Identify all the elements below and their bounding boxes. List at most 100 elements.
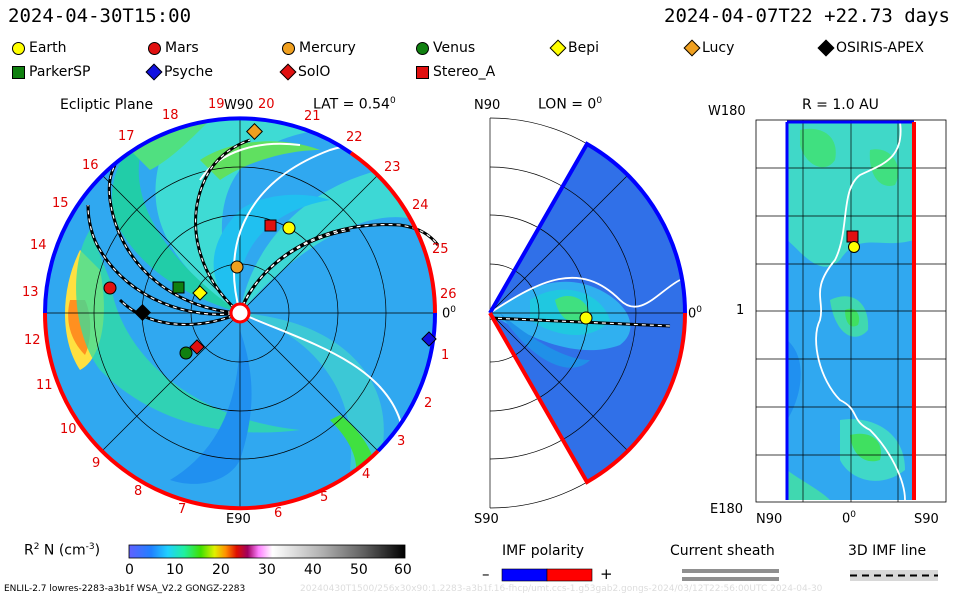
osiris-apex-position-icon [134, 304, 151, 321]
legend-label: Mars [165, 40, 199, 56]
solo-position-icon [189, 339, 205, 355]
tick-label: 13 [22, 285, 39, 300]
colorbar-label-r: R [24, 542, 34, 559]
earth-marker-icon [12, 41, 25, 55]
tick-label: 17 [118, 129, 135, 144]
mars-marker-icon [148, 41, 161, 55]
density-colorbar [128, 544, 406, 559]
colorbar-tick: 40 [304, 562, 322, 578]
meridional-bottom-label: S90 [474, 512, 499, 527]
tick-label: 21 [304, 109, 321, 124]
legend-item-venus: Venus [416, 40, 475, 56]
tick-label: 8 [134, 484, 143, 499]
earth-radial-position-icon [848, 241, 860, 253]
colorbar-label-n: N (cm [39, 542, 86, 559]
colorbar-tick: 10 [166, 562, 184, 578]
tick-label: 14 [30, 238, 47, 253]
imf-polarity-bar [501, 568, 593, 582]
radial-x-mid-sup: 0 [850, 510, 857, 520]
tick-label: 24 [412, 198, 429, 213]
tick-label: 10 [60, 422, 77, 437]
legend-label: SolO [298, 64, 331, 80]
imf-polarity-plus: + [600, 565, 613, 583]
mercury-marker-icon [282, 41, 295, 55]
tick-label: 20 [258, 97, 275, 112]
stereo-a-radial-position-icon [846, 230, 859, 243]
colorbar-tick: 50 [350, 562, 368, 578]
colorbar-label-exp: -3 [85, 542, 95, 552]
imf-line-title: 3D IMF line [848, 543, 927, 559]
current-sheath-sample [682, 569, 779, 581]
tick-label: 11 [36, 378, 53, 393]
tick-label: 26 [440, 287, 457, 302]
legend-label: Psyche [164, 64, 213, 80]
radial-bottom-label: E180 [710, 502, 744, 517]
colorbar-tick: 20 [212, 562, 230, 578]
meridional-top-label: N90 [474, 98, 501, 113]
meridional-plane-panel [488, 117, 687, 509]
lucy-position-icon [246, 123, 263, 140]
legend-item-stereo-a: Stereo_A [416, 64, 495, 80]
ecliptic-title: Ecliptic Plane [60, 97, 154, 113]
tick-label: 2 [424, 396, 433, 411]
stereo-a-position-icon [264, 219, 277, 232]
ecliptic-right-value: 0 [442, 306, 451, 322]
legend-label: ParkerSP [29, 64, 91, 80]
tick-label: 4 [362, 467, 371, 482]
mercury-position-icon [230, 260, 244, 274]
tick-label: 19 [208, 97, 225, 112]
sun-marker-icon [229, 302, 251, 324]
parkersp-position-icon [172, 281, 185, 294]
legend-label: Stereo_A [433, 64, 496, 80]
legend-item-earth: Earth [12, 40, 67, 56]
mars-position-icon [103, 281, 117, 295]
radial-mid-label: 1 [736, 303, 745, 318]
stereo-a-marker-icon [416, 65, 429, 79]
legend-label: Venus [433, 40, 476, 56]
tick-label: 3 [397, 434, 406, 449]
tick-label: 25 [432, 242, 449, 257]
imf-line-sample [850, 570, 938, 581]
colorbar-label: R2 N (cm-3) [24, 542, 100, 559]
footer-model-info: ENLIL-2.7 lowres-2283-a3b1f WSA_V2.2 GON… [4, 584, 246, 594]
legend-label: Earth [29, 40, 67, 56]
meridional-right-sup: 0 [696, 305, 703, 315]
legend-label: Mercury [299, 40, 356, 56]
legend-item-mars: Mars [148, 40, 199, 56]
colorbar-tick: 30 [258, 562, 276, 578]
ecliptic-right-sup: 0 [450, 305, 457, 315]
imf-polarity-minus: – [482, 565, 490, 583]
bepi-position-icon [192, 285, 208, 301]
tick-label: 1 [441, 348, 450, 363]
meridional-right-label: 00 [688, 305, 702, 321]
radial-x-mid-value: 0 [842, 511, 851, 527]
legend-item-psyche: Psyche [145, 63, 213, 81]
ecliptic-top-label: W90 [224, 98, 254, 113]
lat-value: LAT = 0.54 [313, 96, 390, 113]
lon-sup: 0 [596, 96, 603, 106]
tick-label: 9 [92, 456, 101, 471]
tick-label: 15 [52, 196, 69, 211]
tick-label: 22 [346, 130, 363, 145]
tick-label: 18 [162, 108, 179, 123]
tick-label: 23 [384, 160, 401, 175]
legend-item-osiris-apex: OSIRIS-APEX [817, 39, 924, 57]
parkersp-marker-icon [12, 65, 25, 79]
radial-r-label: R = 1.0 AU [802, 97, 879, 113]
legend-item-parkersp: ParkerSP [12, 64, 90, 80]
colorbar-label-sup: 2 [33, 542, 40, 552]
colorbar-tick: 0 [125, 562, 134, 578]
venus-marker-icon [416, 41, 429, 55]
radial-x-mid-label: 00 [842, 510, 856, 526]
tick-label: 16 [82, 158, 99, 173]
legend-label: OSIRIS-APEX [836, 40, 924, 56]
radial-x-right-label: S90 [914, 512, 939, 527]
legend-item-mercury: Mercury [282, 40, 356, 56]
venus-position-icon [179, 346, 193, 360]
ecliptic-bottom-label: E90 [226, 512, 251, 527]
colorbar-tick: 60 [394, 562, 412, 578]
tick-label: 6 [274, 506, 283, 521]
ecliptic-right-label: 00 [442, 305, 456, 321]
ecliptic-plane-panel [43, 116, 440, 511]
